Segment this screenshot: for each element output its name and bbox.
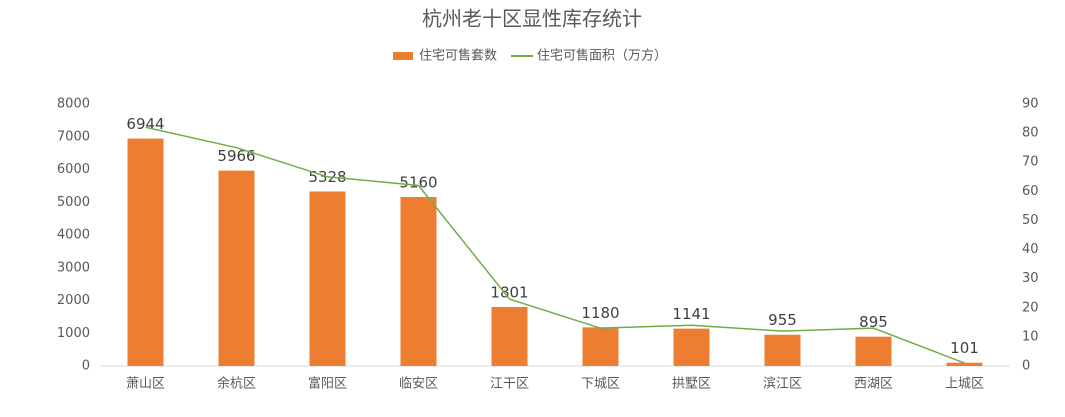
y2-tick-label: 0 — [1022, 359, 1030, 374]
x-tick-label: 临安区 — [399, 377, 438, 392]
data-label: 101 — [950, 339, 979, 357]
data-label: 5160 — [399, 174, 437, 192]
bar — [400, 197, 437, 366]
bar — [855, 336, 892, 366]
legend-label: 住宅可售面积（万方） — [537, 48, 667, 64]
y2-tick-label: 30 — [1022, 271, 1039, 286]
y2-tick-label: 90 — [1022, 97, 1039, 112]
legend-swatch — [393, 52, 413, 60]
y-tick-label: 4000 — [57, 228, 90, 243]
y-tick-label: 1000 — [57, 326, 90, 341]
x-tick-label: 拱墅区 — [672, 377, 711, 392]
y2-tick-label: 20 — [1022, 300, 1039, 315]
y-tick-label: 8000 — [57, 97, 90, 112]
bar — [491, 307, 528, 366]
bar — [946, 362, 983, 366]
bar — [764, 334, 801, 366]
data-label: 5966 — [217, 147, 255, 165]
y2-tick-label: 70 — [1022, 155, 1039, 170]
x-tick-label: 萧山区 — [126, 377, 165, 392]
data-label: 895 — [859, 313, 888, 331]
line — [145, 126, 965, 364]
chart-title: 杭州老十区显性库存统计 — [422, 7, 642, 31]
x-tick-label: 上城区 — [945, 377, 984, 392]
y2-tick-label: 40 — [1022, 242, 1039, 257]
x-tick-label: 下城区 — [581, 377, 620, 392]
x-tick-label: 江干区 — [490, 377, 529, 392]
bar — [673, 328, 710, 366]
bar — [127, 138, 164, 366]
x-tick-label: 余杭区 — [217, 376, 256, 392]
data-label: 1141 — [672, 305, 710, 323]
bar — [218, 170, 255, 366]
x-tick-label: 富阳区 — [308, 376, 347, 392]
y2-tick-label: 50 — [1022, 213, 1039, 228]
y-tick-label: 2000 — [57, 293, 90, 308]
data-label: 955 — [768, 311, 797, 329]
y2-tick-label: 10 — [1022, 329, 1039, 344]
legend-label: 住宅可售套数 — [419, 48, 497, 64]
data-label: 1180 — [581, 304, 619, 322]
data-label: 6944 — [126, 115, 164, 133]
y-tick-label: 6000 — [57, 162, 90, 177]
y-tick-label: 3000 — [57, 260, 90, 275]
x-tick-label: 滨江区 — [763, 376, 802, 392]
bar — [582, 327, 619, 366]
x-tick-label: 西湖区 — [854, 377, 893, 392]
y2-tick-label: 60 — [1022, 184, 1039, 199]
y-tick-label: 5000 — [57, 195, 90, 210]
y2-tick-label: 80 — [1022, 126, 1039, 141]
y-tick-label: 7000 — [57, 129, 90, 144]
bar — [309, 191, 346, 366]
y-tick-label: 0 — [82, 359, 90, 374]
